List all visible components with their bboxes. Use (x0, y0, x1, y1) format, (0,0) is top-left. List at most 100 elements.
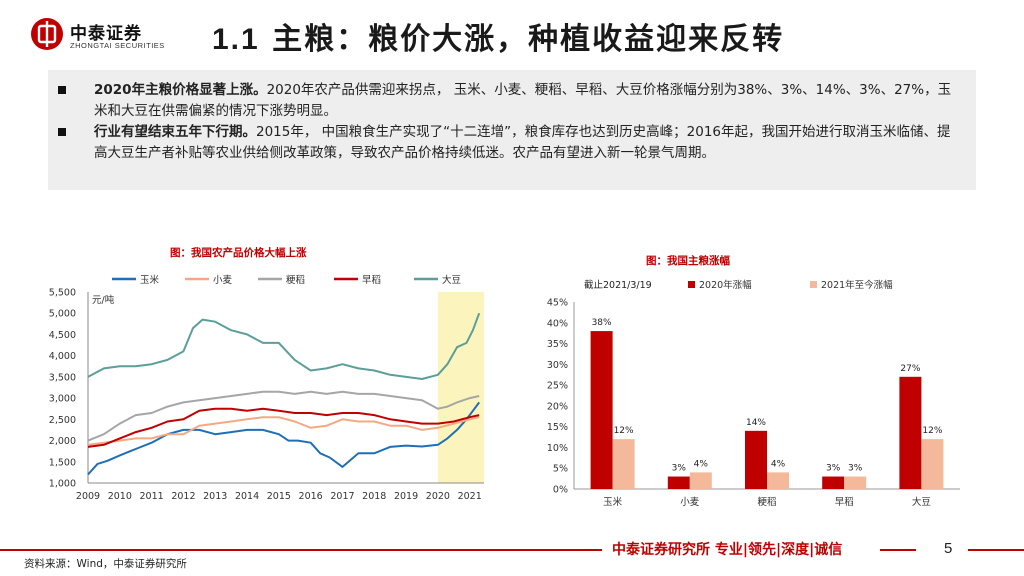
y-tick-label: 1,000 (49, 479, 76, 490)
series-line-wheat (87, 416, 480, 446)
footer-slogan: 中泰证券研究所 专业|领先|深度|诚信 (612, 542, 843, 558)
date-note: 截止2021/3/19 (584, 279, 652, 291)
category-label: 粳稻 (757, 496, 776, 508)
bar-2020 (899, 376, 922, 489)
bar-value-label: 3% (848, 464, 863, 474)
bullet-1-heading: 2020年主粮价格显著上涨。 (94, 82, 267, 98)
bar-2021 (689, 472, 712, 489)
x-tick-label: 2012 (171, 491, 195, 502)
line-chart-title: 图：我国农产品价格大幅上涨 (170, 247, 307, 259)
summary-bullet-1: 2020年主粮价格显著上涨。2020年农产品供需迎来拐点， 玉米、小麦、粳稻、早… (58, 80, 954, 122)
bullet-1-text: 2020年农产品供需迎来拐点， 玉米、小麦、粳稻、早稻、大豆价格涨幅分别为38%… (94, 82, 952, 119)
price-line-chart: 1,000 1,500 2,000 2,500 3,000 3,500 4,000 4,500… (49, 274, 484, 502)
x-tick-label: 2021 (458, 491, 482, 502)
x-tick-label: 2014 (235, 491, 259, 502)
x-tick-label: 2009 (76, 491, 100, 502)
bullet-square-icon (58, 86, 66, 94)
legend-label: 早稻 (362, 275, 381, 286)
bar-value-label: 4% (771, 459, 786, 469)
y-tick-label: 25% (547, 381, 568, 392)
y-tick-label: 15% (547, 422, 568, 433)
x-tick-label: 2010 (108, 491, 132, 502)
y-tick-label: 40% (547, 318, 568, 329)
y-tick-label: 10% (547, 443, 568, 454)
bar-2021 (921, 439, 944, 489)
y-tick-label: 5,500 (49, 288, 76, 299)
legend-label: 粳稻 (286, 274, 305, 286)
legend-swatch (688, 281, 695, 288)
increase-bar-chart: 截止2021/3/19 2020年涨幅 2021年至今涨幅 0% 5% 10% 15% 20%… (547, 279, 960, 508)
y-tick-label: 4,000 (49, 351, 76, 362)
bar-2021 (767, 472, 789, 489)
section-number: 1.1 (212, 23, 260, 56)
y-tick-label: 1,500 (49, 457, 76, 468)
y-tick-label: 3,000 (49, 394, 76, 405)
title-text: 主粮：粮价大涨，种植收益迎来反转 (272, 22, 785, 57)
bar-value-label: 14% (746, 418, 766, 428)
footer-line-mid (880, 549, 916, 551)
page-title: 1.1 主粮：粮价大涨，种植收益迎来反转 (212, 14, 784, 58)
bar-2020 (667, 476, 690, 489)
y-tick-label: 45% (547, 298, 568, 309)
bar-2021 (612, 439, 635, 489)
bar-chart-title: 图：我国主粮涨幅 (646, 255, 730, 267)
legend-label: 2020年涨幅 (699, 279, 752, 291)
bullet-square-icon (58, 128, 66, 136)
bar-2021 (844, 476, 867, 489)
series-line-japonica (87, 390, 480, 442)
y-tick-label: 3,500 (49, 372, 76, 383)
legend-label: 玉米 (140, 274, 160, 286)
footer-line-left (0, 549, 602, 551)
bar-2020 (590, 331, 613, 489)
y-tick-label: 2,000 (49, 436, 76, 447)
footer-line-right (968, 549, 1024, 551)
y-tick-label: 4,500 (49, 330, 76, 341)
category-label: 玉米 (603, 496, 623, 508)
bar-value-label: 38% (592, 318, 612, 328)
series-line-soybean (87, 312, 481, 380)
category-label: 早稻 (835, 497, 854, 508)
bar-value-label: 12% (922, 426, 942, 436)
y-tick-label: 20% (547, 401, 568, 412)
bar-value-label: 4% (694, 459, 709, 469)
y-tick-label: 0% (553, 485, 568, 496)
logo-english-name: ZHONGTAI SECURITIES (70, 41, 165, 50)
bar-2020 (745, 430, 767, 489)
y-tick-label: 5% (553, 464, 568, 475)
x-tick-label: 2020 (426, 491, 450, 502)
bullet-2-heading: 行业有望结束五年下行期。 (94, 124, 256, 140)
data-source: 资料来源：Wind，中泰证券研究所 (24, 558, 187, 570)
bar-value-label: 3% (672, 464, 687, 474)
bullet-2-text: 2015年， 中国粮食生产实现了“十二连增”，粮食库存也达到历史高峰；2016年… (94, 124, 951, 161)
bar-value-label: 12% (614, 426, 634, 436)
y-tick-label: 35% (547, 339, 568, 350)
summary-bullet-2: 行业有望结束五年下行期。2015年， 中国粮食生产实现了“十二连增”，粮食库存也… (58, 122, 954, 164)
unit-label: 元/吨 (92, 294, 115, 306)
y-tick-label: 30% (547, 360, 568, 371)
x-tick-label: 2017 (330, 491, 354, 502)
series-line-corn (87, 401, 481, 476)
x-tick-label: 2011 (140, 491, 164, 502)
category-label: 大豆 (912, 496, 931, 508)
x-tick-label: 2016 (299, 491, 323, 502)
company-logo: 中泰证券 ZHONGTAI SECURITIES (30, 17, 200, 59)
bar-value-label: 27% (900, 364, 920, 374)
legend-swatch (810, 281, 817, 288)
x-tick-label: 2018 (362, 491, 386, 502)
legend-label: 小麦 (213, 274, 233, 286)
summary-box: 2020年主粮价格显著上涨。2020年农产品供需迎来拐点， 玉米、小麦、粳稻、早… (48, 70, 976, 190)
logo-mark-icon (31, 18, 63, 50)
logo-chinese-name: 中泰证券 (70, 24, 142, 44)
series-line-early_rice (87, 407, 480, 448)
legend-label: 大豆 (442, 274, 461, 286)
x-tick-label: 2015 (267, 491, 291, 502)
y-tick-label: 5,000 (49, 309, 76, 320)
bar-value-label: 3% (826, 464, 841, 474)
legend-label: 2021年至今涨幅 (821, 279, 893, 291)
y-tick-label: 2,500 (49, 415, 76, 426)
bar-2020 (822, 476, 845, 489)
category-label: 小麦 (680, 496, 700, 508)
page-number: 5 (944, 540, 953, 557)
x-tick-label: 2019 (394, 491, 418, 502)
x-tick-label: 2013 (203, 491, 227, 502)
